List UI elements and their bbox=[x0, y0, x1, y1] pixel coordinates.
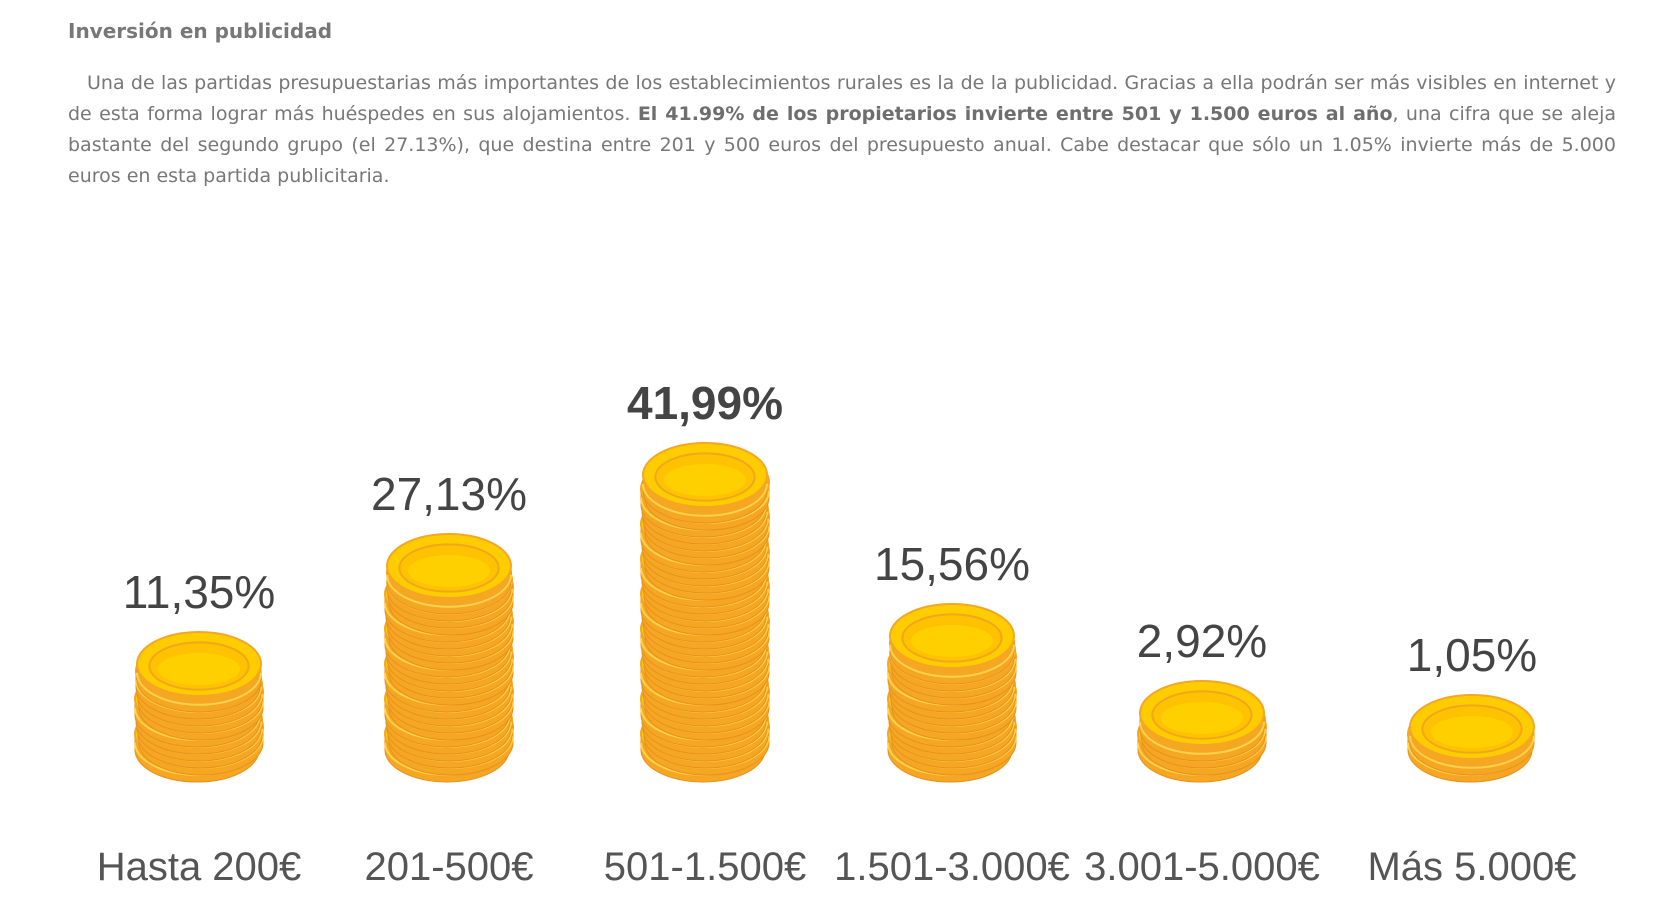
category-label: Más 5.000€ bbox=[1367, 845, 1576, 889]
bar-coin-stack bbox=[134, 631, 264, 783]
article-paragraph: Una de las partidas presupuestarias más … bbox=[68, 68, 1616, 192]
value-label: 41,99% bbox=[627, 377, 783, 429]
paragraph-text-1: Una de las partidas presupuestarias más … bbox=[68, 72, 1616, 125]
value-label: 15,56% bbox=[874, 538, 1030, 590]
category-label: 3.001-5.000€ bbox=[1084, 845, 1320, 889]
paragraph-bold-text: El 41.99% de los propietarios invierte e… bbox=[637, 103, 1393, 125]
bar-coin-stack bbox=[640, 442, 770, 783]
bar-coin-stack bbox=[384, 533, 514, 783]
section-heading: Inversión en publicidad bbox=[68, 19, 333, 43]
category-label: 1.501-3.000€ bbox=[834, 845, 1070, 889]
article: Inversión en publicidad Una de las parti… bbox=[68, 16, 1616, 192]
category-label: 201-500€ bbox=[364, 845, 533, 889]
value-label: 11,35% bbox=[123, 566, 276, 618]
value-label: 2,92% bbox=[1137, 615, 1267, 667]
chart-marks: 11,35% Hasta 200€ 27,13% 201-500€ 41,99% 501-… bbox=[97, 377, 1577, 889]
category-label: 501-1.500€ bbox=[604, 845, 806, 889]
paragraph-text-2: , una cifra que se aleja bastante del se… bbox=[68, 103, 1616, 187]
bar-coin-stack bbox=[887, 603, 1017, 783]
value-label: 27,13% bbox=[371, 468, 527, 520]
bar-coin-stack bbox=[1137, 680, 1267, 783]
bar-coin-stack bbox=[1407, 694, 1535, 783]
value-label: 1,05% bbox=[1407, 629, 1537, 681]
category-label: Hasta 200€ bbox=[97, 845, 302, 889]
